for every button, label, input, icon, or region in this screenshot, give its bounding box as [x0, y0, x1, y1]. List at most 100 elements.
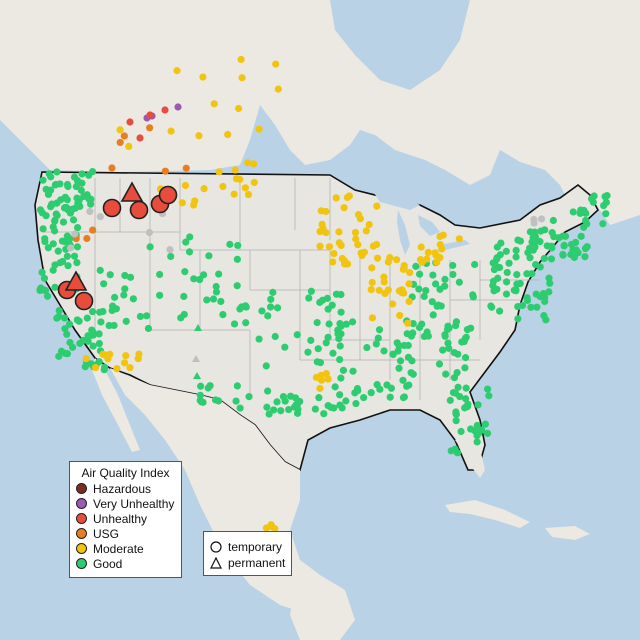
station-marker	[121, 285, 129, 293]
station-marker	[428, 298, 436, 306]
station-marker	[199, 73, 207, 81]
station-marker	[329, 258, 337, 266]
station-marker	[455, 235, 463, 243]
station-marker	[367, 286, 375, 294]
station-marker	[161, 106, 169, 114]
station-marker	[445, 324, 453, 332]
station-marker	[404, 341, 412, 350]
station-marker	[325, 320, 333, 328]
station-marker	[226, 240, 234, 248]
station-marker	[70, 173, 79, 181]
station-marker	[408, 357, 416, 365]
station-marker	[41, 235, 49, 243]
station-marker	[457, 427, 465, 436]
station-marker	[461, 334, 469, 342]
station-marker	[323, 294, 332, 302]
aqi-legend: Air Quality Index Hazardous Very Unhealt…	[69, 461, 182, 578]
station-marker	[372, 340, 380, 348]
station-marker	[343, 193, 352, 202]
station-marker	[73, 243, 82, 251]
station-marker	[83, 234, 91, 243]
station-marker	[352, 399, 360, 408]
station-marker	[264, 312, 272, 320]
station-marker	[523, 294, 531, 302]
station-marker	[548, 244, 556, 252]
station-marker	[241, 184, 249, 192]
station-marker	[438, 245, 446, 253]
station-marker	[272, 60, 280, 68]
station-marker	[542, 316, 550, 324]
station-marker	[96, 266, 104, 274]
legend-label: USG	[93, 527, 120, 541]
small-station-marker	[194, 324, 202, 331]
station-marker	[405, 297, 413, 306]
station-marker	[342, 320, 350, 328]
station-marker	[97, 318, 105, 326]
station-marker	[335, 334, 343, 343]
station-marker	[529, 234, 537, 242]
station-markers	[36, 55, 611, 533]
station-marker	[416, 270, 424, 278]
station-marker	[455, 278, 463, 286]
station-marker	[533, 303, 541, 311]
legend-label: Hazardous	[93, 482, 152, 496]
station-marker	[322, 339, 330, 347]
station-marker	[601, 192, 609, 201]
legend-label: Moderate	[93, 542, 144, 556]
station-marker	[146, 124, 154, 132]
station-marker	[449, 270, 457, 279]
station-marker	[219, 182, 227, 191]
legend-label: Very Unhealthy	[93, 497, 175, 511]
station-marker	[536, 263, 544, 271]
station-marker	[126, 118, 134, 126]
station-marker	[182, 238, 190, 246]
station-marker	[48, 200, 56, 208]
station-marker	[337, 290, 345, 299]
station-marker	[549, 216, 557, 225]
station-marker	[502, 290, 511, 298]
station-marker	[561, 232, 570, 240]
station-marker	[250, 178, 258, 187]
station-marker	[238, 74, 246, 82]
station-marker	[307, 336, 315, 344]
station-marker	[337, 374, 345, 382]
station-marker	[143, 312, 151, 320]
small-station-marker	[193, 372, 201, 379]
station-marker	[348, 318, 357, 326]
station-marker	[203, 296, 211, 304]
station-marker	[100, 366, 108, 374]
station-marker	[537, 215, 546, 223]
station-marker	[112, 305, 120, 313]
legend-label: Unhealthy	[93, 512, 148, 526]
triangle-icon	[210, 557, 222, 569]
station-marker	[464, 400, 472, 408]
station-marker	[45, 170, 53, 178]
station-marker	[36, 206, 45, 214]
station-marker	[273, 398, 281, 406]
station-marker	[224, 130, 232, 139]
station-marker	[380, 278, 388, 286]
station-marker	[398, 289, 406, 297]
station-marker	[429, 271, 437, 279]
station-marker	[113, 365, 121, 373]
station-marker	[442, 370, 450, 378]
large-station-marker	[102, 198, 122, 218]
station-marker	[293, 331, 301, 339]
station-marker	[404, 319, 412, 327]
station-marker	[84, 332, 92, 340]
station-marker	[356, 215, 364, 223]
station-marker	[518, 301, 527, 310]
station-marker	[78, 179, 86, 187]
station-marker	[446, 396, 454, 404]
station-marker	[502, 247, 510, 255]
station-marker	[99, 307, 107, 316]
station-marker	[181, 268, 189, 276]
station-marker	[125, 142, 133, 151]
hudson-bay	[330, 0, 470, 90]
station-marker	[473, 431, 481, 440]
station-marker	[55, 352, 63, 360]
station-marker	[512, 246, 520, 254]
station-marker	[89, 226, 97, 234]
station-marker	[314, 345, 322, 353]
station-marker	[177, 314, 185, 322]
